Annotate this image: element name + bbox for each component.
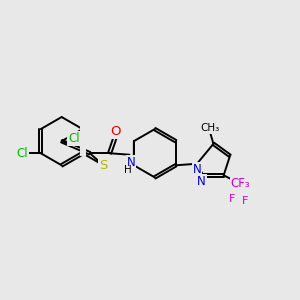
Text: CF₃: CF₃ [231,177,250,190]
Text: CH₃: CH₃ [201,123,220,133]
Text: Cl: Cl [68,132,80,145]
Text: F: F [242,196,248,206]
Text: O: O [110,125,121,138]
Text: N: N [127,156,135,169]
Text: S: S [99,159,108,172]
Text: N: N [193,163,201,176]
Text: F: F [229,194,236,203]
Text: N: N [197,175,206,188]
Text: H: H [124,165,132,175]
Text: Cl: Cl [16,147,28,160]
